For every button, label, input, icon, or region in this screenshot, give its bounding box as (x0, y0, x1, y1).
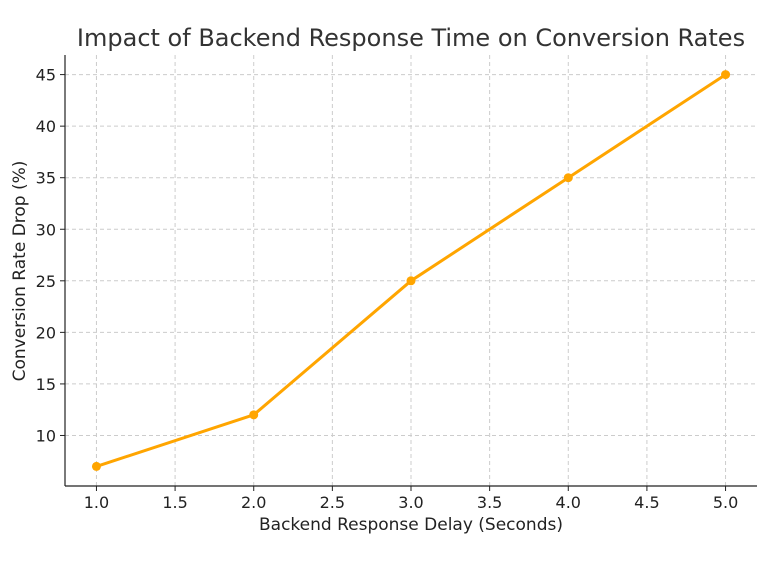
y-tick-label: 15 (36, 375, 56, 394)
x-tick-label: 4.0 (556, 493, 581, 512)
y-axis-title: Conversion Rate Drop (%) (10, 161, 30, 382)
x-tick-label: 2.5 (320, 493, 345, 512)
y-ticks: 10 15 20 25 30 35 40 45 (36, 66, 65, 445)
x-ticks: 1.0 1.5 2.0 2.5 3.0 3.5 4.0 4.5 5.0 (84, 486, 738, 512)
x-axis-title: Backend Response Delay (Seconds) (259, 515, 563, 535)
data-point (91, 461, 101, 471)
grid (65, 55, 757, 486)
y-tick-label: 35 (36, 169, 56, 188)
y-tick-label: 30 (36, 220, 56, 239)
x-tick-label: 2.0 (241, 493, 266, 512)
y-tick-label: 40 (36, 117, 56, 136)
x-tick-label: 4.5 (634, 493, 659, 512)
x-tick-label: 3.5 (477, 493, 502, 512)
x-tick-label: 3.0 (398, 493, 423, 512)
y-tick-label: 25 (36, 272, 56, 291)
series (91, 70, 731, 471)
x-tick-label: 1.5 (162, 493, 187, 512)
data-point (721, 70, 731, 80)
data-point (249, 410, 259, 420)
y-tick-label: 10 (36, 426, 56, 445)
data-point (563, 173, 573, 183)
x-tick-label: 1.0 (84, 493, 109, 512)
y-tick-label: 45 (36, 66, 56, 85)
data-point (406, 276, 416, 286)
chart-title: Impact of Backend Response Time on Conve… (77, 24, 745, 52)
y-tick-label: 20 (36, 323, 56, 342)
x-tick-label: 5.0 (713, 493, 738, 512)
